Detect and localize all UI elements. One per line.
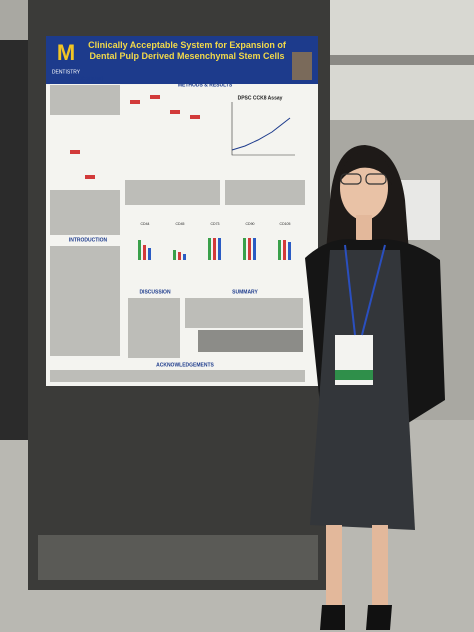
person (305, 145, 445, 630)
logo-text: DENTISTRY (52, 69, 81, 75)
section-header: METHODS & RESULTS (178, 82, 233, 88)
micrographs (198, 330, 303, 352)
left-booth (0, 40, 30, 440)
marker-label: CD44 (141, 222, 150, 226)
assay-axes (231, 102, 295, 156)
ceiling-beam (320, 55, 474, 65)
section-header: ACKNOWLEDGEMENTS (156, 362, 214, 368)
title-box: Clinically Acceptable System for Expansi… (88, 40, 286, 61)
marker-label: CD105 (280, 222, 291, 226)
section-header: SUMMARY (232, 289, 258, 295)
marker-label: CD73 (211, 222, 220, 226)
text-blocks (50, 85, 305, 382)
section-header: BACKGROUND (67, 76, 104, 82)
marker-label: CD90 (246, 222, 255, 226)
marker-label: CD45 (176, 222, 185, 226)
logo-letter: M (57, 40, 75, 65)
poster-title: Clinically Acceptable System for Expansi… (88, 40, 286, 61)
board-base (38, 535, 318, 580)
marker-labels: CD44 CD45 CD73 CD90 CD105 (141, 222, 291, 226)
poster-header (46, 36, 318, 84)
section-header: INTRODUCTION (69, 237, 108, 243)
logo-box (52, 40, 80, 72)
assay-line (231, 117, 291, 151)
chart-title: DPSC CCK8 Assay (238, 95, 283, 101)
section-header: DISCUSSION (139, 289, 171, 295)
portrait (292, 52, 312, 80)
marker-bars (138, 238, 291, 260)
diagram (70, 95, 200, 179)
